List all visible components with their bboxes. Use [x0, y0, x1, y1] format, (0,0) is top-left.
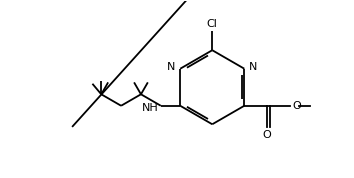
Text: N: N: [167, 62, 175, 72]
Text: N: N: [249, 62, 258, 72]
Text: O: O: [292, 101, 301, 111]
Text: O: O: [263, 130, 272, 140]
Text: NH: NH: [142, 103, 159, 112]
Text: Cl: Cl: [207, 19, 218, 29]
